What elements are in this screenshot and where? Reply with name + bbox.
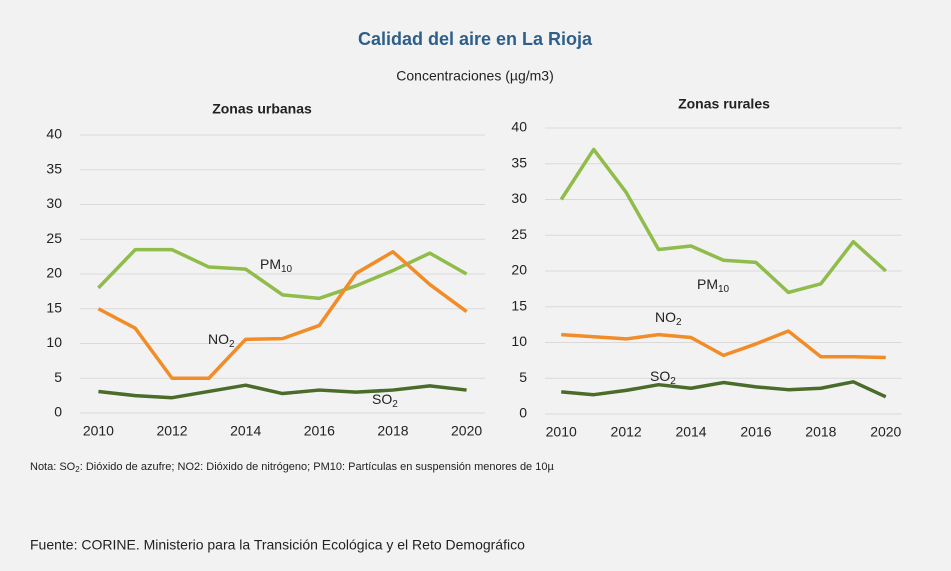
note: Nota: SO2: Dióxido de azufre; NO2: Dióxi… — [30, 461, 554, 474]
y-tick-label: 10 — [46, 334, 62, 350]
y-tick-label: 35 — [511, 154, 527, 170]
x-tick-label: 2014 — [675, 424, 706, 440]
y-tick-label: 15 — [511, 297, 527, 313]
x-tick-label: 2020 — [870, 424, 901, 440]
series-subscript: 10 — [718, 284, 730, 295]
y-tick-label: 5 — [54, 369, 62, 385]
series-name: PM — [697, 276, 718, 292]
series-line — [559, 147, 887, 295]
series-name: PM — [260, 256, 281, 272]
series-line — [561, 329, 886, 360]
y-tick-label: 10 — [511, 333, 527, 349]
chart-title: Zonas rurales — [678, 96, 770, 112]
source: Fuente: CORINE. Ministerio para la Trans… — [30, 537, 525, 553]
series-subscript: 2 — [670, 376, 676, 387]
series-subscript: 2 — [229, 339, 235, 350]
title: Calidad del aire en La Rioja — [358, 29, 593, 49]
y-tick-label: 35 — [46, 160, 62, 176]
series-line — [561, 380, 887, 399]
series-label: PM10 — [260, 256, 293, 275]
note-text: Nota: SO — [30, 461, 76, 473]
series-name: NO — [655, 309, 676, 325]
chart-title: Zonas urbanas — [212, 101, 312, 117]
y-tick-label: 25 — [46, 230, 62, 246]
series-subscript: 2 — [392, 399, 398, 410]
series-label: SO2 — [650, 368, 676, 387]
x-tick-label: 2016 — [740, 424, 771, 440]
series-label: NO2 — [655, 309, 682, 328]
series-subscript: 10 — [281, 264, 293, 275]
note-text: : Dióxido de azufre; NO2: Dióxido de nit… — [80, 461, 555, 473]
series-label: SO2 — [372, 391, 398, 410]
x-tick-label: 2010 — [83, 423, 114, 439]
y-tick-label: 15 — [46, 299, 62, 315]
y-tick-label: 30 — [46, 195, 62, 211]
x-tick-label: 2018 — [377, 423, 408, 439]
y-tick-label: 30 — [511, 190, 527, 206]
series-line — [97, 250, 468, 380]
x-tick-label: 2014 — [230, 423, 261, 439]
x-tick-label: 2018 — [805, 424, 836, 440]
note-sub: 2 — [75, 465, 80, 474]
series-subscript: 2 — [676, 317, 682, 328]
y-tick-label: 40 — [46, 126, 62, 142]
series-name: NO — [208, 331, 229, 347]
y-tick-label: 0 — [54, 404, 62, 420]
series-name: SO — [372, 391, 392, 407]
x-tick-label: 2012 — [611, 424, 642, 440]
series-line — [98, 383, 467, 400]
y-tick-label: 25 — [511, 226, 527, 242]
subtitle: Concentraciones (µg/m3) — [396, 68, 553, 84]
x-tick-label: 2016 — [304, 423, 335, 439]
x-tick-label: 2012 — [156, 423, 187, 439]
series-label: PM10 — [697, 276, 730, 295]
y-tick-label: 20 — [46, 265, 62, 281]
series-name: SO — [650, 368, 670, 384]
y-tick-label: 5 — [519, 369, 527, 385]
y-tick-label: 0 — [519, 405, 527, 421]
series-label: NO2 — [208, 331, 235, 350]
y-tick-label: 40 — [511, 119, 527, 135]
y-tick-label: 20 — [511, 262, 527, 278]
x-tick-label: 2020 — [451, 423, 482, 439]
x-tick-label: 2010 — [546, 424, 577, 440]
